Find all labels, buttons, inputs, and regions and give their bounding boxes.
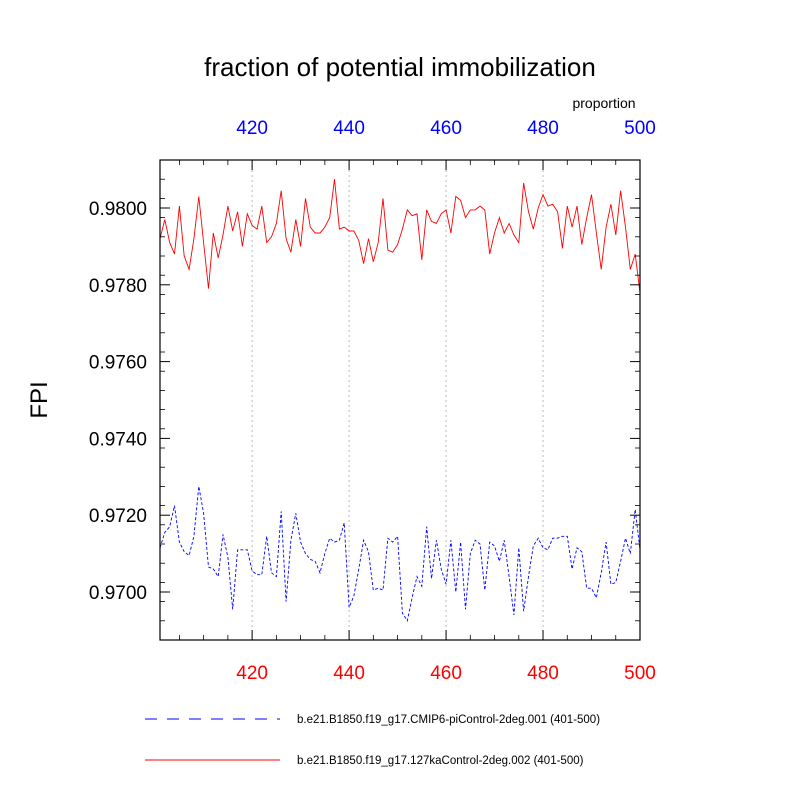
x-tick-label-top-0: 420 [236,118,268,139]
x-tick-label-bottom-3: 480 [527,663,559,684]
series-layer [159,179,641,622]
top-axis-label: proportion [572,95,635,111]
legend-label-0: b.e21.B1850.f19_g17.CMIP6-piControl-2deg… [297,714,600,726]
legend-label-1: b.e21.B1850.f19_g17.127kaControl-2deg.00… [297,755,584,767]
x-tick-label-bottom-0: 420 [236,663,268,684]
y-tick-label-1: 0.9720 [89,506,147,527]
series-line-0 [159,486,641,622]
x-tick-label-bottom-4: 500 [624,663,656,684]
x-tick-label-top-3: 480 [527,118,559,139]
chart-title: fraction of potential immobilization [204,52,596,82]
plot-frame [159,159,641,641]
legend: b.e21.B1850.f19_g17.CMIP6-piControl-2deg… [145,714,600,767]
x-tick-label-bottom-1: 440 [333,663,365,684]
x-tick-label-top-4: 500 [624,118,656,139]
x-tick-label-bottom-2: 460 [430,663,462,684]
y-tick-label-4: 0.9780 [89,276,147,297]
y-tick-label-3: 0.9760 [89,353,147,374]
y-tick-label-5: 0.9800 [89,199,147,220]
series-line-1 [159,179,641,293]
grid [251,160,544,640]
x-tick-label-top-2: 460 [430,118,462,139]
axes: 420 420 440 440 460 460 480 480 500 500 0.9700 0.97… [89,118,656,684]
x-tick-label-top-1: 440 [333,118,365,139]
y-tick-label-0: 0.9700 [89,583,147,604]
y-axis-label: FPI [26,381,53,418]
y-tick-label-2: 0.9740 [89,429,147,450]
